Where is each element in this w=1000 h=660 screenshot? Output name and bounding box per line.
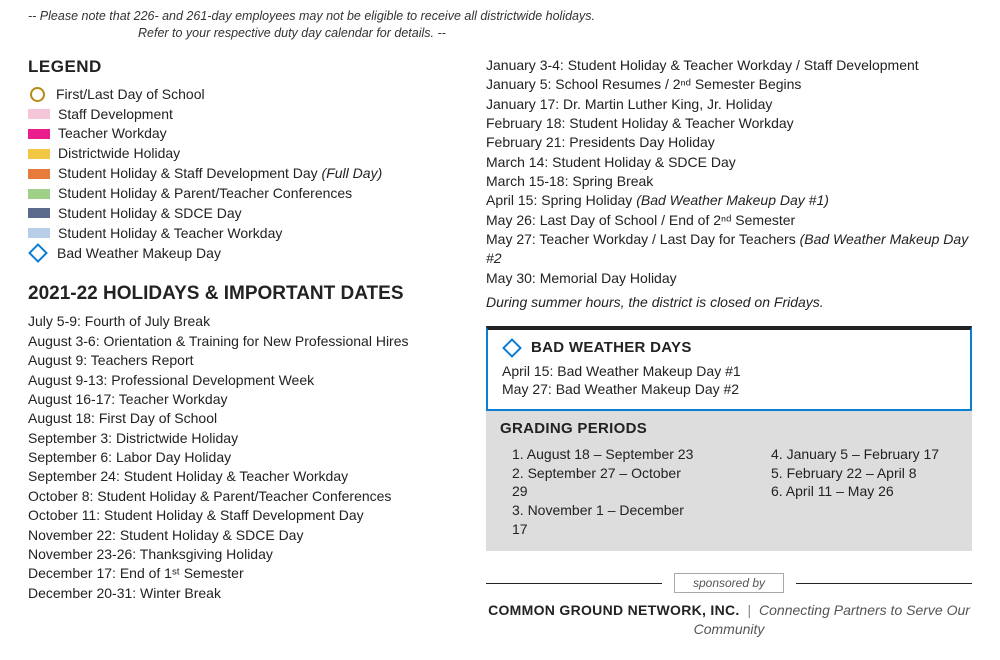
sponsor-name: COMMON GROUND NETWORK, INC. <box>488 602 740 618</box>
legend-item: Student Holiday & SDCE Day <box>28 204 448 223</box>
legend-item: Teacher Workday <box>28 124 448 143</box>
legend-list: First/Last Day of SchoolStaff Developmen… <box>28 85 448 263</box>
date-entry: May 26: Last Day of School / End of 2ⁿᵈ … <box>486 211 972 230</box>
grading-period: 6. April 11 – May 26 <box>759 482 958 501</box>
date-entry: December 20-31: Winter Break <box>28 584 448 603</box>
color-swatch <box>28 208 50 218</box>
bad-weather-items: April 15: Bad Weather Makeup Day #1May 2… <box>502 362 956 400</box>
legend-item: Districtwide Holiday <box>28 144 448 163</box>
holidays-title: 2021-22 HOLIDAYS & IMPORTANT DATES <box>28 281 448 307</box>
left-column: LEGEND First/Last Day of SchoolStaff Dev… <box>28 56 448 639</box>
legend-label: Student Holiday & Staff Development Day … <box>58 164 382 183</box>
color-swatch <box>28 189 50 199</box>
color-swatch <box>28 169 50 179</box>
date-entry: December 17: End of 1ˢᵗ Semester <box>28 564 448 583</box>
legend-label: Student Holiday & SDCE Day <box>58 204 242 223</box>
date-entry: May 27: Teacher Workday / Last Day for T… <box>486 230 972 268</box>
sponsor-label: sponsored by <box>674 573 784 593</box>
legend-item: Staff Development <box>28 105 448 124</box>
date-entry: August 16-17: Teacher Workday <box>28 390 448 409</box>
date-entry: October 8: Student Holiday & Parent/Teac… <box>28 487 448 506</box>
bwd-item: May 27: Bad Weather Makeup Day #2 <box>502 380 956 399</box>
legend-label: First/Last Day of School <box>56 85 205 104</box>
color-swatch <box>28 228 50 238</box>
eligibility-note: -- Please note that 226- and 261-day emp… <box>28 8 972 42</box>
grading-period: 4. January 5 – February 17 <box>759 445 958 464</box>
right-column: January 3-4: Student Holiday & Teacher W… <box>486 56 972 639</box>
date-entry: October 11: Student Holiday & Staff Deve… <box>28 506 448 525</box>
date-entry: March 15-18: Spring Break <box>486 172 972 191</box>
date-entry: April 15: Spring Holiday (Bad Weather Ma… <box>486 191 972 210</box>
bad-weather-title: BAD WEATHER DAYS <box>531 338 692 358</box>
legend-label: Student Holiday & Parent/Teacher Confere… <box>58 184 352 203</box>
date-entry: July 5-9: Fourth of July Break <box>28 312 448 331</box>
date-entry: May 30: Memorial Day Holiday <box>486 269 972 288</box>
date-entry: September 6: Labor Day Holiday <box>28 448 448 467</box>
date-entry: January 3-4: Student Holiday & Teacher W… <box>486 56 972 75</box>
date-entry: January 17: Dr. Martin Luther King, Jr. … <box>486 95 972 114</box>
grading-period: 5. February 22 – April 8 <box>759 464 958 483</box>
grading-periods-box: GRADING PERIODS 1. August 18 – September… <box>486 411 972 551</box>
separator: | <box>748 602 752 618</box>
color-swatch <box>28 129 50 139</box>
grading-col-left: 1. August 18 – September 232. September … <box>500 445 699 539</box>
rule-left <box>486 583 662 584</box>
bwd-item: April 15: Bad Weather Makeup Day #1 <box>502 362 956 381</box>
date-entry: August 9-13: Professional Development We… <box>28 371 448 390</box>
diamond-icon <box>28 243 48 263</box>
date-entry: September 3: Districtwide Holiday <box>28 429 448 448</box>
grading-period: 2. September 27 – October 29 <box>500 464 699 502</box>
legend-label: Student Holiday & Teacher Workday <box>58 224 282 243</box>
grading-col-right: 4. January 5 – February 175. February 22… <box>759 445 958 539</box>
sponsor-text: COMMON GROUND NETWORK, INC. | Connecting… <box>486 601 972 639</box>
legend-label: Teacher Workday <box>58 124 167 143</box>
grading-periods-title: GRADING PERIODS <box>500 419 958 439</box>
note-line-2: Refer to your respective duty day calend… <box>28 25 972 42</box>
grading-period: 1. August 18 – September 23 <box>500 445 699 464</box>
date-entry: November 23-26: Thanksgiving Holiday <box>28 545 448 564</box>
legend-item: Bad Weather Makeup Day <box>28 244 448 263</box>
date-entry: February 21: Presidents Day Holiday <box>486 133 972 152</box>
legend-label: Districtwide Holiday <box>58 144 180 163</box>
color-swatch <box>28 149 50 159</box>
date-entry: February 18: Student Holiday & Teacher W… <box>486 114 972 133</box>
summer-note: During summer hours, the district is clo… <box>486 293 972 312</box>
legend-item: Student Holiday & Teacher Workday <box>28 224 448 243</box>
date-entry: August 3-6: Orientation & Training for N… <box>28 332 448 351</box>
color-swatch <box>28 109 50 119</box>
grading-period: 3. November 1 – December 17 <box>500 501 699 539</box>
legend-label: Bad Weather Makeup Day <box>57 244 221 263</box>
date-entry: August 18: First Day of School <box>28 409 448 428</box>
date-entry: August 9: Teachers Report <box>28 351 448 370</box>
legend-item: First/Last Day of School <box>28 85 448 104</box>
date-entry: January 5: School Resumes / 2ⁿᵈ Semester… <box>486 75 972 94</box>
date-entry: March 14: Student Holiday & SDCE Day <box>486 153 972 172</box>
diamond-icon <box>502 339 522 359</box>
bad-weather-box: BAD WEATHER DAYS April 15: Bad Weather M… <box>486 326 972 411</box>
date-entry: September 24: Student Holiday & Teacher … <box>28 467 448 486</box>
circle-icon <box>30 87 45 102</box>
sponsor-block: sponsored by COMMON GROUND NETWORK, INC.… <box>486 573 972 639</box>
legend-label: Staff Development <box>58 105 173 124</box>
legend-title: LEGEND <box>28 56 448 79</box>
bad-weather-heading: BAD WEATHER DAYS <box>502 338 956 358</box>
date-entry: November 22: Student Holiday & SDCE Day <box>28 526 448 545</box>
dates-list-right: January 3-4: Student Holiday & Teacher W… <box>486 56 972 288</box>
legend-item: Student Holiday & Staff Development Day … <box>28 164 448 183</box>
legend-item: Student Holiday & Parent/Teacher Confere… <box>28 184 448 203</box>
rule-right <box>796 583 972 584</box>
note-line-1: -- Please note that 226- and 261-day emp… <box>28 8 972 25</box>
dates-list-left: July 5-9: Fourth of July BreakAugust 3-6… <box>28 312 448 602</box>
